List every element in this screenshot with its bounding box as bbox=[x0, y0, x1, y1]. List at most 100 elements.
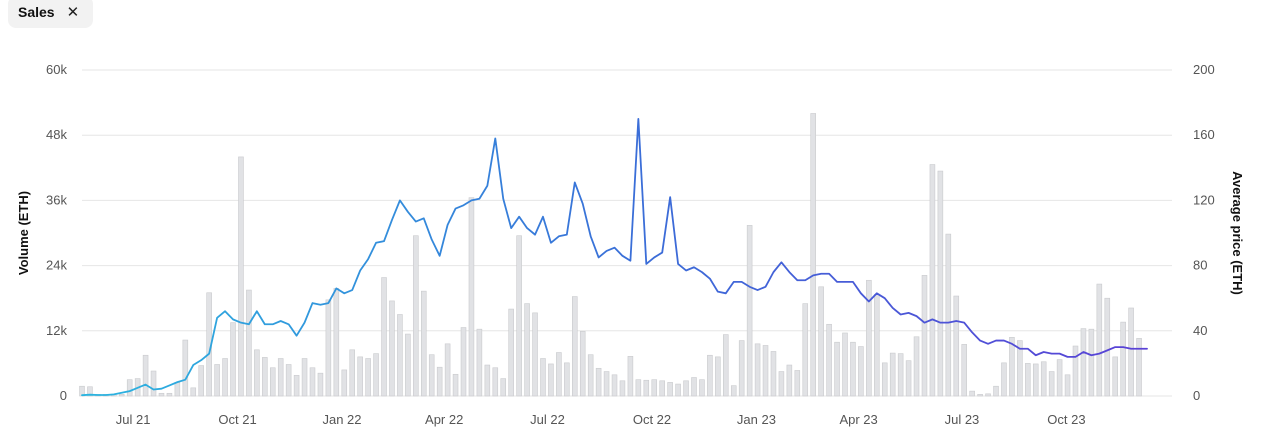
x-tick-label: Jul 22 bbox=[530, 412, 565, 427]
volume-bar bbox=[1120, 321, 1126, 397]
volume-bar bbox=[492, 367, 499, 397]
volume-bar bbox=[993, 385, 999, 397]
volume-bar bbox=[881, 362, 888, 397]
volume-bar bbox=[707, 354, 713, 397]
volume-bar bbox=[1088, 328, 1095, 397]
volume-bar bbox=[611, 374, 618, 397]
volume-bar bbox=[381, 277, 387, 397]
volume-bar bbox=[858, 346, 864, 397]
volume-bar bbox=[572, 296, 578, 397]
volume-bar bbox=[238, 156, 244, 397]
volume-bar bbox=[413, 235, 419, 397]
volume-bar bbox=[913, 336, 920, 397]
volume-bar bbox=[603, 371, 610, 397]
volume-bar bbox=[675, 383, 681, 397]
x-tick-label: Jul 23 bbox=[945, 412, 980, 427]
volume-bar bbox=[770, 351, 777, 397]
volume-bar bbox=[969, 390, 975, 397]
x-tick-label: Jan 22 bbox=[322, 412, 361, 427]
volume-bar bbox=[794, 370, 801, 397]
volume-bar bbox=[754, 343, 761, 397]
volume-bar bbox=[1064, 374, 1071, 397]
filter-chip-sales[interactable]: Sales ✕ bbox=[8, 0, 94, 28]
volume-bar bbox=[254, 349, 260, 397]
x-tick-label: Apr 23 bbox=[839, 412, 877, 427]
volume-bar bbox=[214, 364, 220, 397]
volume-bar bbox=[635, 379, 642, 397]
volume-bar bbox=[826, 323, 832, 397]
volume-bar bbox=[524, 303, 530, 397]
volume-bar bbox=[937, 170, 944, 397]
volume-bar bbox=[262, 357, 268, 397]
volume-bar bbox=[977, 394, 983, 397]
volume-bar bbox=[317, 372, 324, 397]
volume-bar bbox=[126, 379, 133, 397]
volume-bar bbox=[627, 356, 634, 397]
volume-bar bbox=[87, 386, 93, 397]
volume-bar bbox=[269, 367, 276, 397]
volume-bar bbox=[595, 367, 602, 397]
x-tick-label: Jul 21 bbox=[116, 412, 151, 427]
volume-bar bbox=[365, 358, 371, 397]
volume-bar bbox=[397, 314, 403, 397]
volume-bar bbox=[1025, 363, 1031, 397]
volume-bar bbox=[230, 322, 236, 397]
volume-bar bbox=[341, 369, 348, 397]
volume-bar bbox=[564, 362, 570, 397]
volume-bar bbox=[691, 377, 697, 397]
y-right-tick-label: 0 bbox=[1193, 388, 1200, 403]
volume-bar bbox=[587, 354, 594, 397]
volume-bar bbox=[556, 352, 562, 397]
volume-bar bbox=[285, 364, 292, 397]
volume-bar bbox=[357, 356, 363, 397]
volume-bar bbox=[619, 380, 626, 397]
volume-bar bbox=[1128, 307, 1134, 397]
volume-bar bbox=[929, 164, 936, 397]
volume-bar bbox=[842, 332, 848, 397]
x-tick-label: Jan 23 bbox=[737, 412, 776, 427]
volume-bar bbox=[1072, 345, 1079, 397]
volume-bar bbox=[182, 339, 189, 397]
y-left-tick-label: 12k bbox=[46, 323, 67, 338]
price-line bbox=[81, 118, 1148, 397]
close-icon[interactable]: ✕ bbox=[66, 3, 80, 21]
volume-bar bbox=[460, 327, 467, 397]
volume-bar bbox=[198, 365, 204, 397]
volume-bar bbox=[810, 113, 816, 397]
volume-bar bbox=[1040, 361, 1047, 397]
x-tick-label: Oct 22 bbox=[633, 412, 671, 427]
volume-bar bbox=[389, 300, 395, 397]
volume-bar bbox=[834, 341, 840, 397]
volume-bar bbox=[802, 303, 809, 397]
x-tick-label: Oct 23 bbox=[1047, 412, 1085, 427]
y-left-axis-title: Volume (ETH) bbox=[16, 191, 31, 275]
volume-bar bbox=[746, 225, 753, 397]
y-right-axis-title: Average price (ETH) bbox=[1230, 171, 1245, 295]
volume-bar bbox=[850, 341, 856, 397]
volume-bar bbox=[532, 312, 538, 397]
volume-bar bbox=[190, 387, 197, 397]
volume-bar bbox=[333, 288, 340, 397]
volume-bar bbox=[444, 343, 451, 397]
volume-bar bbox=[818, 286, 824, 397]
y-left-tick-label: 48k bbox=[46, 127, 67, 142]
volume-bar bbox=[738, 340, 745, 397]
volume-bar bbox=[953, 295, 960, 397]
volume-bar bbox=[667, 382, 673, 397]
volume-bar bbox=[150, 370, 157, 397]
y-left-tick-label: 60k bbox=[46, 62, 67, 77]
volume-bar bbox=[142, 354, 149, 397]
volume-bar bbox=[1017, 340, 1023, 397]
y-left-tick-label: 24k bbox=[46, 258, 67, 273]
y-right-tick-label: 120 bbox=[1193, 192, 1215, 207]
volume-bar bbox=[1104, 297, 1111, 397]
volume-bar bbox=[1056, 359, 1063, 397]
volume-bar bbox=[579, 331, 586, 397]
volume-bar bbox=[1136, 338, 1142, 397]
volume-bar bbox=[325, 299, 332, 397]
volume-bar bbox=[428, 354, 435, 397]
volume-bar bbox=[905, 360, 912, 397]
volume-bar bbox=[683, 380, 689, 397]
volume-bar bbox=[174, 382, 181, 397]
